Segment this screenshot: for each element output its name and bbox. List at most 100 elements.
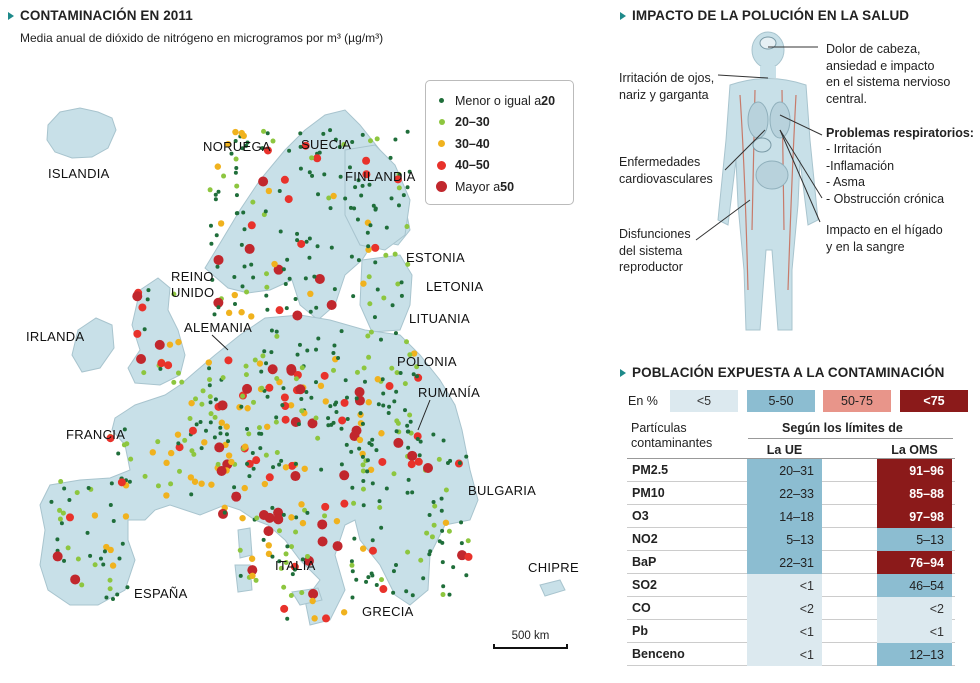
station-dot [379, 585, 388, 594]
station-dot [365, 246, 372, 253]
station-dot [308, 309, 313, 314]
station-dot [297, 239, 306, 248]
station-dot [407, 460, 416, 469]
station-dot [414, 457, 423, 466]
table-row: SO2 <1 46–54 [627, 574, 955, 597]
station-dot [366, 274, 372, 280]
station-dot [209, 241, 214, 246]
station-dot [359, 193, 364, 198]
station-dot [158, 366, 163, 371]
station-dot [245, 461, 250, 466]
respiratorios-list: - Irritación -Inflamación - Asma - Obstr… [826, 142, 945, 206]
station-dot [302, 507, 308, 513]
station-dot [193, 396, 199, 402]
station-dot [441, 438, 446, 443]
station-dot [298, 131, 303, 136]
station-dot [440, 540, 445, 545]
pollutant-name: BaP [632, 555, 657, 569]
station-dot [361, 503, 366, 508]
station-dot [380, 377, 385, 382]
station-dot [362, 379, 367, 384]
band-legend-item: 5-50 [747, 390, 815, 412]
legend-dot-icon [438, 140, 445, 148]
station-dot [248, 555, 256, 562]
station-dot [322, 398, 329, 405]
oms-value: 85–88 [877, 482, 952, 505]
station-dot [145, 297, 150, 302]
country-label: GRECIA [362, 604, 414, 619]
station-dot [274, 329, 279, 334]
station-dot [316, 336, 321, 341]
station-dot [103, 543, 110, 551]
station-dot [408, 419, 413, 424]
station-dot [225, 309, 233, 317]
station-dot [167, 449, 175, 457]
station-dot [273, 419, 279, 425]
station-dot [404, 589, 409, 594]
station-dot [79, 582, 85, 588]
station-dot [179, 379, 185, 385]
station-dot [231, 291, 238, 299]
col-oms-header: La OMS [891, 443, 938, 457]
station-dot [404, 339, 410, 345]
station-dot [142, 473, 148, 479]
station-dot [404, 224, 410, 230]
station-dot [247, 221, 256, 230]
station-dot [307, 255, 312, 260]
station-dot [448, 458, 453, 463]
europe-map [39, 107, 566, 626]
station-dot [393, 137, 398, 142]
country-label: FINLANDIA [345, 169, 416, 184]
station-dot [125, 585, 130, 590]
section-marker-icon [8, 11, 14, 20]
station-dot [213, 254, 224, 265]
station-dot [304, 239, 309, 244]
station-dot [270, 138, 276, 144]
station-dot [208, 411, 214, 417]
station-dot [283, 551, 289, 557]
station-dot [339, 426, 344, 431]
station-dot [233, 139, 238, 144]
station-dot [379, 577, 385, 583]
station-dot [251, 466, 256, 471]
station-dot [281, 386, 286, 391]
table-row: Benceno <1 12–13 [627, 643, 955, 666]
station-dot [253, 577, 259, 583]
segun-label: Según los límites de [782, 421, 903, 435]
station-dot [88, 553, 93, 558]
country-label: RUMANÍA [418, 385, 481, 400]
station-dot [328, 128, 333, 133]
station-dot [431, 499, 436, 504]
station-dot [205, 359, 213, 366]
station-dot [368, 223, 373, 228]
station-dot [345, 416, 350, 421]
station-dot [313, 380, 318, 385]
station-dot [459, 520, 464, 525]
station-dot [265, 307, 270, 312]
station-dot [313, 415, 319, 421]
station-dot [371, 203, 376, 208]
station-dot [374, 375, 382, 383]
country-label: BULGARIA [468, 483, 537, 498]
station-dot [258, 509, 269, 520]
station-dot [235, 211, 240, 216]
station-dot [241, 484, 248, 492]
station-dot [279, 458, 284, 463]
station-dot [213, 297, 224, 308]
station-dot [234, 166, 239, 171]
station-dot [175, 370, 181, 376]
station-dot [350, 485, 355, 490]
station-dot [191, 451, 197, 457]
country-label: NORUEGA [203, 139, 271, 154]
station-dot [375, 287, 380, 292]
station-dot [261, 480, 269, 488]
station-dot [347, 165, 352, 170]
station-dot [288, 592, 294, 598]
station-dot [360, 280, 367, 287]
station-dot [359, 545, 367, 552]
station-dot [391, 471, 397, 477]
station-dot [245, 459, 254, 468]
ue-value: 22–31 [747, 551, 822, 574]
station-dot [212, 414, 218, 420]
station-dot [212, 435, 217, 440]
